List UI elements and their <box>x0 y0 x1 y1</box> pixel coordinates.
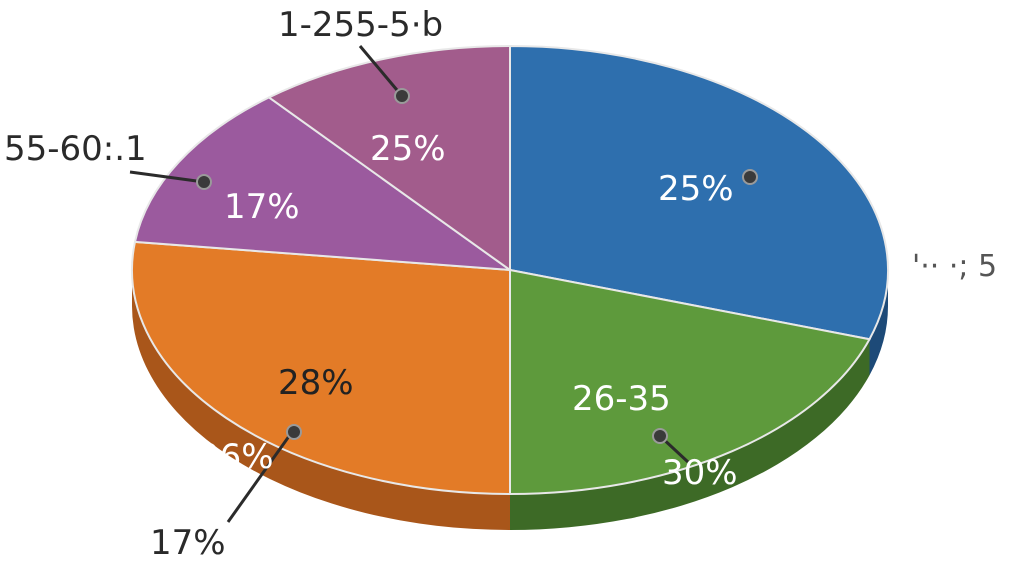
outside-label-bottom: 17% <box>150 523 226 563</box>
anchor-dot-left <box>196 174 212 190</box>
outside-label-top: 1-255-5·b <box>278 5 443 45</box>
slice-label-blue-pct: 25% <box>658 169 734 209</box>
pie-slice-green <box>509 268 872 496</box>
slice-label-green-range: 26-35 <box>572 379 671 419</box>
leader-line-top <box>358 45 404 97</box>
pie-side-walls <box>132 270 888 530</box>
anchor-dot-orange <box>286 424 302 440</box>
slice-label-orange-lower-pct: 26% <box>198 437 274 477</box>
leader-line-left <box>129 170 205 184</box>
anchor-dot-green <box>652 428 668 444</box>
slice-label-magenta-pct: 25% <box>370 129 446 169</box>
slice-label-orange-pct: 28% <box>278 363 354 403</box>
pie-slice-purple <box>133 96 514 272</box>
leader-lines <box>129 45 758 523</box>
slice-label-green-pct: 30% <box>662 453 738 493</box>
pie-side-blue <box>869 270 888 376</box>
pie-slice-orange <box>131 240 511 496</box>
pie-slices <box>131 44 889 496</box>
leader-line-bottom <box>226 431 294 523</box>
pie-side-green <box>510 339 870 530</box>
outside-label-left: 55-60:.1 <box>4 129 147 169</box>
pie-slice-blue <box>509 44 889 341</box>
slice-label-purple-pct: 17% <box>224 187 300 227</box>
anchor-dot-top <box>394 88 410 104</box>
pie-side-orange <box>132 270 510 530</box>
outside-label-right: '·· ·; 5 <box>912 249 997 284</box>
pie-slice-magenta <box>267 44 511 272</box>
anchor-dot-blue <box>742 169 758 185</box>
